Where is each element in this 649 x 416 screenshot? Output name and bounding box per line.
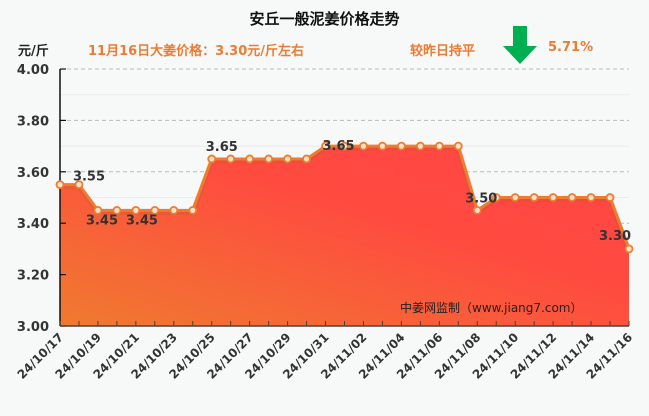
data-point <box>74 180 84 190</box>
data-label: 3.45 <box>126 213 158 228</box>
y-tick-label: 4.00 <box>17 63 49 78</box>
data-point <box>453 141 463 151</box>
data-label: 3.30 <box>599 229 631 244</box>
data-point <box>55 180 65 190</box>
y-axis-unit: 元/斤 <box>18 44 49 59</box>
data-point <box>510 193 520 202</box>
y-tick-label: 3.80 <box>17 114 49 129</box>
data-point <box>245 154 255 164</box>
data-point <box>359 141 368 151</box>
change-text: 较昨日持平 <box>410 44 476 59</box>
data-label: 3.45 <box>86 213 118 228</box>
data-point <box>548 193 558 202</box>
y-tick-label: 3.00 <box>17 320 49 335</box>
y-tick-label: 3.40 <box>17 217 49 232</box>
data-point <box>226 154 236 164</box>
data-point <box>415 141 425 151</box>
data-point <box>529 193 539 202</box>
data-point <box>491 193 501 202</box>
data-point <box>624 244 634 254</box>
area-fill <box>60 146 629 326</box>
data-label: 3.50 <box>465 191 497 206</box>
data-point <box>472 205 482 215</box>
y-tick-label: 3.20 <box>17 269 49 284</box>
data-point <box>586 193 596 202</box>
price-summary: 11月16日大姜价格：3.30元/斤左右 <box>88 44 305 59</box>
data-label: 3.55 <box>73 170 105 185</box>
data-point <box>567 193 577 202</box>
y-tick-label: 3.60 <box>17 166 49 181</box>
data-point <box>605 193 615 202</box>
data-point <box>169 205 179 215</box>
data-label: 3.65 <box>206 140 238 155</box>
data-point <box>264 154 274 164</box>
data-point <box>131 205 141 215</box>
down-arrow-icon <box>503 26 537 64</box>
watermark: 中姜网监制（www.jiang7.com） <box>400 300 582 315</box>
data-point <box>302 154 311 164</box>
data-point <box>434 141 444 151</box>
data-point <box>93 205 103 215</box>
data-label: 3.65 <box>323 139 355 154</box>
data-point <box>150 205 160 215</box>
data-point <box>378 141 387 151</box>
data-points <box>55 141 634 254</box>
data-point <box>283 154 293 164</box>
chart-title: 安丘一般泥姜价格走势 <box>249 10 400 28</box>
data-point <box>112 205 122 215</box>
data-point <box>188 205 198 215</box>
data-labels: 3.55 3.45 3.45 3.65 3.65 3.50 3.30 <box>73 139 631 244</box>
data-point <box>340 141 349 151</box>
data-point <box>396 141 406 151</box>
change-percent: 5.71% <box>548 40 594 55</box>
data-point <box>207 154 217 164</box>
data-point <box>321 141 330 151</box>
price-area <box>60 144 632 326</box>
